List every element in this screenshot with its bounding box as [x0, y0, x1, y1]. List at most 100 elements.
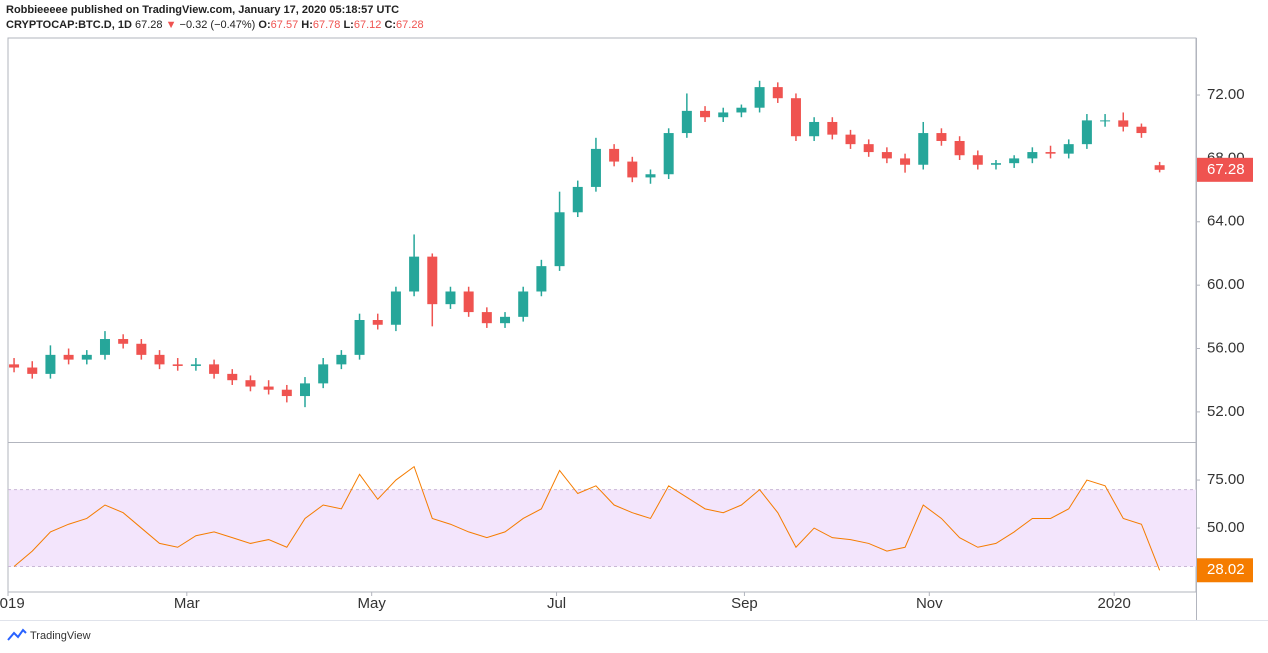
- candle-body: [972, 155, 983, 165]
- candle-body: [609, 148, 620, 162]
- candle-body: [63, 354, 74, 360]
- candle-body: [736, 107, 747, 113]
- candle-body: [554, 212, 565, 267]
- candle-body: [990, 163, 1001, 165]
- candle-body: [845, 134, 856, 145]
- rsi-band: [9, 489, 1196, 567]
- candle-body: [409, 256, 420, 292]
- candle-body: [1154, 165, 1165, 170]
- candle-body: [1118, 120, 1129, 127]
- candle-body: [209, 364, 220, 374]
- y-tick-label: 64.00: [1207, 213, 1245, 230]
- candle-body: [227, 373, 238, 381]
- candle-body: [572, 186, 583, 213]
- brand: TradingView: [30, 630, 91, 642]
- candle-body: [500, 316, 511, 324]
- change: −0.32 (−0.47%): [180, 19, 256, 31]
- y-tick-label: 60.00: [1207, 276, 1245, 293]
- candle-body: [263, 386, 274, 390]
- candle-body: [645, 174, 656, 178]
- l-value: 67.12: [354, 19, 382, 31]
- candle-body: [790, 98, 801, 137]
- x-tick-label: 2019: [0, 595, 25, 612]
- y-tick-label: 56.00: [1207, 339, 1245, 356]
- x-tick-label: Sep: [731, 595, 758, 612]
- candle-body: [754, 87, 765, 108]
- candle-body: [136, 343, 147, 355]
- candle-body: [318, 364, 329, 384]
- y-tick-label: 52.00: [1207, 403, 1245, 420]
- candle-body: [81, 354, 92, 360]
- candle-body: [445, 291, 456, 305]
- candle-body: [827, 121, 838, 135]
- candle-body: [772, 87, 783, 99]
- x-tick-label: Nov: [916, 595, 943, 612]
- x-tick-label: 2020: [1097, 595, 1130, 612]
- x-tick-label: Jul: [547, 595, 566, 612]
- candle-body: [954, 140, 965, 156]
- rsi-line: [13, 465, 1161, 571]
- candle-body: [336, 354, 347, 365]
- rsi-y-tick-label: 75.00: [1207, 471, 1245, 488]
- c-value: 67.28: [396, 19, 424, 31]
- last-price: 67.28: [135, 19, 163, 31]
- l-label: L:: [343, 19, 353, 31]
- candle-body: [936, 133, 947, 141]
- rsi-label: 28.02: [1207, 561, 1245, 578]
- candle-body: [1063, 144, 1074, 154]
- candle-body: [681, 110, 692, 134]
- o-label: O:: [258, 19, 270, 31]
- candle-body: [354, 320, 365, 355]
- candle-body: [1027, 152, 1038, 159]
- x-tick-label: May: [358, 595, 387, 612]
- candle-body: [190, 364, 201, 366]
- rsi-y-tick-label: 50.00: [1207, 519, 1245, 536]
- candle-body: [118, 339, 129, 344]
- candle-body: [427, 256, 438, 305]
- candle-body: [700, 110, 711, 118]
- publisher: Robbieeeee published on TradingView.com,…: [6, 4, 399, 16]
- candle-body: [627, 161, 638, 178]
- candle-body: [99, 339, 110, 355]
- candle-body: [663, 133, 674, 175]
- change-arrow: ▼: [166, 19, 177, 31]
- candle-body: [281, 389, 292, 397]
- candle-body: [1081, 120, 1092, 145]
- brand-logo: [7, 628, 27, 641]
- symbol: CRYPTOCAP:BTC.D, 1D: [6, 19, 132, 31]
- price-label-box: [1197, 157, 1253, 182]
- candle-body: [863, 144, 874, 153]
- candle-body: [1045, 152, 1056, 154]
- candle-body: [481, 312, 492, 324]
- candle-body: [1100, 120, 1111, 122]
- candle-body: [27, 367, 38, 374]
- candle-body: [881, 152, 892, 159]
- legend: CRYPTOCAP:BTC.D, 1D 67.28 ▼ −0.32 (−0.47…: [6, 19, 424, 31]
- candle-body: [718, 112, 729, 118]
- candle-body: [900, 158, 911, 165]
- c-label: C:: [384, 19, 396, 31]
- candle-body: [463, 291, 474, 313]
- x-tick-label: Mar: [174, 595, 200, 612]
- candle-body: [45, 354, 56, 374]
- candle-body: [300, 383, 310, 397]
- o-value: 67.57: [271, 19, 299, 31]
- candle-body: [245, 380, 256, 387]
- candle-body: [1009, 158, 1020, 164]
- candle-body: [590, 148, 601, 187]
- candle-body: [536, 266, 547, 292]
- candle-body: [518, 291, 529, 317]
- candle-body: [9, 364, 20, 368]
- candle-body: [918, 133, 929, 165]
- candle-body: [1136, 126, 1147, 134]
- candle-body: [390, 291, 401, 325]
- h-label: H:: [301, 19, 313, 31]
- candle-body: [372, 320, 383, 325]
- y-tick-label: 72.00: [1207, 86, 1245, 103]
- candle-body: [172, 364, 183, 366]
- h-value: 67.78: [313, 19, 341, 31]
- candle-body: [154, 354, 165, 365]
- price-label: 67.28: [1207, 161, 1245, 178]
- candle-body: [809, 121, 820, 137]
